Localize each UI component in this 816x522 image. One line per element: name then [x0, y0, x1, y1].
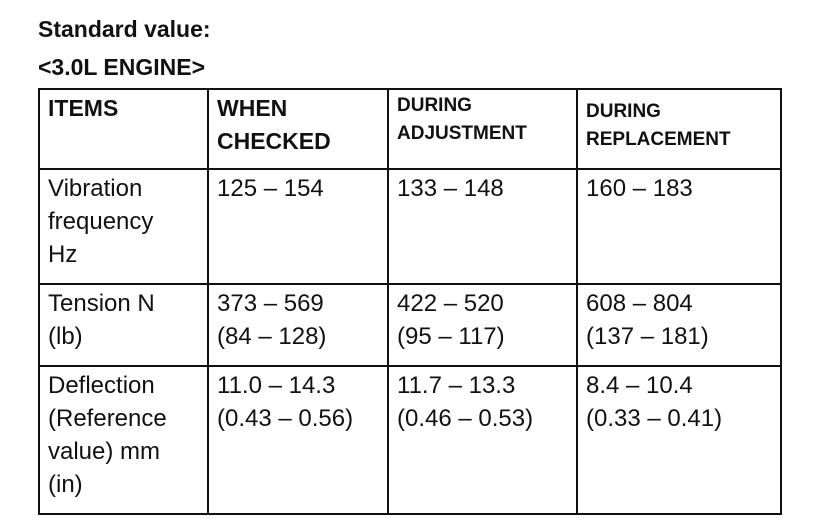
- cell-text: 373 – 569: [217, 290, 324, 317]
- header-text: ITEMS: [48, 95, 119, 121]
- cell-text: (95 – 117): [397, 323, 505, 350]
- cell-text: (137 – 181): [586, 323, 709, 350]
- header-row: ITEMS WHEN CHECKED DURING ADJUSTMENT DURING RE…: [38, 88, 782, 170]
- header-text: CHECKED: [217, 128, 331, 154]
- header-cell: DURING ADJUSTMENT: [387, 88, 578, 170]
- table-cell: Deflection (Reference value) mm (in): [38, 365, 209, 515]
- cell-text: 422 – 520: [397, 290, 504, 317]
- cell-text: 160 – 183: [586, 175, 693, 202]
- subtitle: <3.0L ENGINE>: [38, 54, 206, 80]
- table-row: Deflection (Reference value) mm (in) 11.0 – …: [38, 365, 782, 515]
- table-cell: 422 – 520 (95 – 117): [387, 283, 578, 367]
- table-row: Vibration frequency Hz 125 – 154 133 – 148 16…: [38, 168, 782, 285]
- header-cell: WHEN CHECKED: [207, 88, 389, 170]
- cell-text: 133 – 148: [397, 175, 504, 202]
- table-cell: 133 – 148: [387, 168, 578, 285]
- spec-table: ITEMS WHEN CHECKED DURING ADJUSTMENT DURING RE…: [38, 88, 782, 515]
- header-text: DURING: [586, 101, 661, 122]
- header-text: REPLACEMENT: [586, 129, 731, 150]
- cell-text: 125 – 154: [217, 175, 324, 202]
- table-cell: 11.7 – 13.3 (0.46 – 0.53): [387, 365, 578, 515]
- table-cell: 8.4 – 10.4 (0.33 – 0.41): [576, 365, 782, 515]
- cell-text: 8.4 – 10.4: [586, 372, 693, 399]
- table-cell: 608 – 804 (137 – 181): [576, 283, 782, 367]
- header-cell: ITEMS: [38, 88, 209, 170]
- header-cell: DURING REPLACEMENT: [576, 88, 782, 170]
- cell-text: (Reference: [48, 405, 167, 432]
- cell-text: Deflection: [48, 372, 155, 399]
- table-cell: 125 – 154: [207, 168, 389, 285]
- cell-text: Vibration: [48, 175, 143, 202]
- cell-text: 11.0 – 14.3: [217, 372, 336, 399]
- cell-text: Hz: [48, 241, 78, 268]
- cell-text: (0.46 – 0.53): [397, 405, 534, 432]
- cell-text: (84 – 128): [217, 323, 327, 350]
- cell-text: (lb): [48, 323, 83, 350]
- table-cell: Vibration frequency Hz: [38, 168, 209, 285]
- table-cell: 373 – 569 (84 – 128): [207, 283, 389, 367]
- cell-text: value) mm: [48, 438, 161, 465]
- table-cell: Tension N (lb): [38, 283, 209, 367]
- header-text: ADJUSTMENT: [397, 123, 527, 144]
- table-cell: 11.0 – 14.3 (0.43 – 0.56): [207, 365, 389, 515]
- cell-text: frequency: [48, 208, 154, 235]
- header-text: DURING: [397, 95, 472, 116]
- cell-text: 608 – 804: [586, 290, 693, 317]
- cell-text: Tension N: [48, 290, 155, 317]
- header-text: WHEN: [217, 95, 288, 121]
- cell-text: (0.43 – 0.56): [217, 405, 354, 432]
- table-cell: 160 – 183: [576, 168, 782, 285]
- cell-text: 11.7 – 13.3: [397, 372, 516, 399]
- cell-text: (in): [48, 471, 83, 498]
- table-row: Tension N (lb) 373 – 569 (84 – 128) 422 – 52…: [38, 283, 782, 367]
- cell-text: (0.33 – 0.41): [586, 405, 723, 432]
- title: Standard value:: [38, 16, 211, 42]
